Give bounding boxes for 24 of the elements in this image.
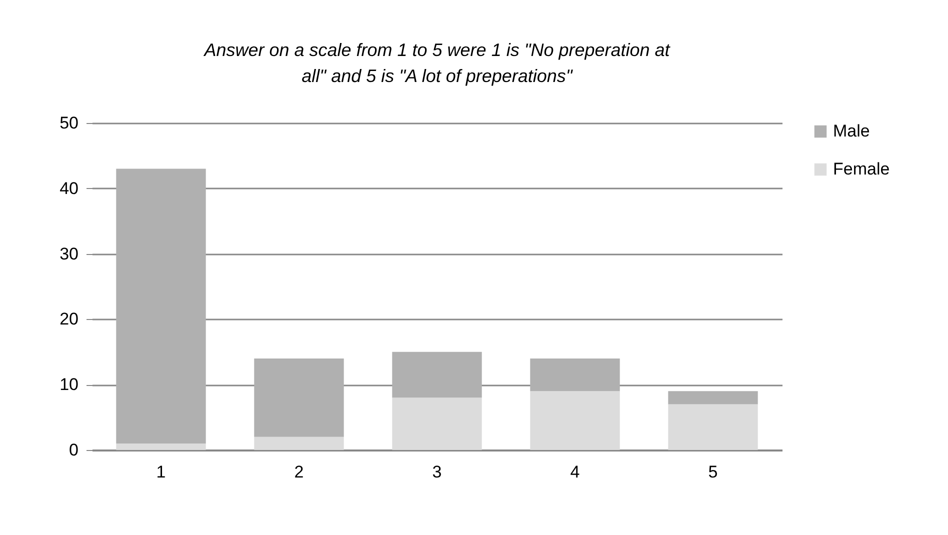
bar [668,404,758,450]
bar [116,443,206,450]
y-tick-label: 40 [60,178,78,198]
bar [254,358,344,437]
y-tick-label: 50 [60,114,78,132]
bar [668,391,758,404]
y-tick-label: 10 [60,375,78,394]
chart-title: Answer on a scale from 1 to 5 were 1 is "No preperation at all" and 5 is "A lot of preperations" [203,40,671,86]
x-tick-label: 4 [570,462,580,482]
x-tick-label: 5 [708,462,718,482]
bar [392,352,482,398]
x-tick-label: 2 [294,462,304,482]
bar [392,398,482,450]
y-tick-label: 0 [69,440,78,460]
bar [254,436,344,450]
y-tick-label: 20 [60,310,78,329]
x-tick-label: 1 [156,462,166,482]
bar [530,358,620,392]
bar [116,168,206,444]
bar [530,391,620,450]
legend-label: Male [833,122,870,140]
legend-label: Female [833,160,890,178]
x-tick-label: 3 [432,462,442,482]
y-tick-label: 30 [60,244,78,264]
